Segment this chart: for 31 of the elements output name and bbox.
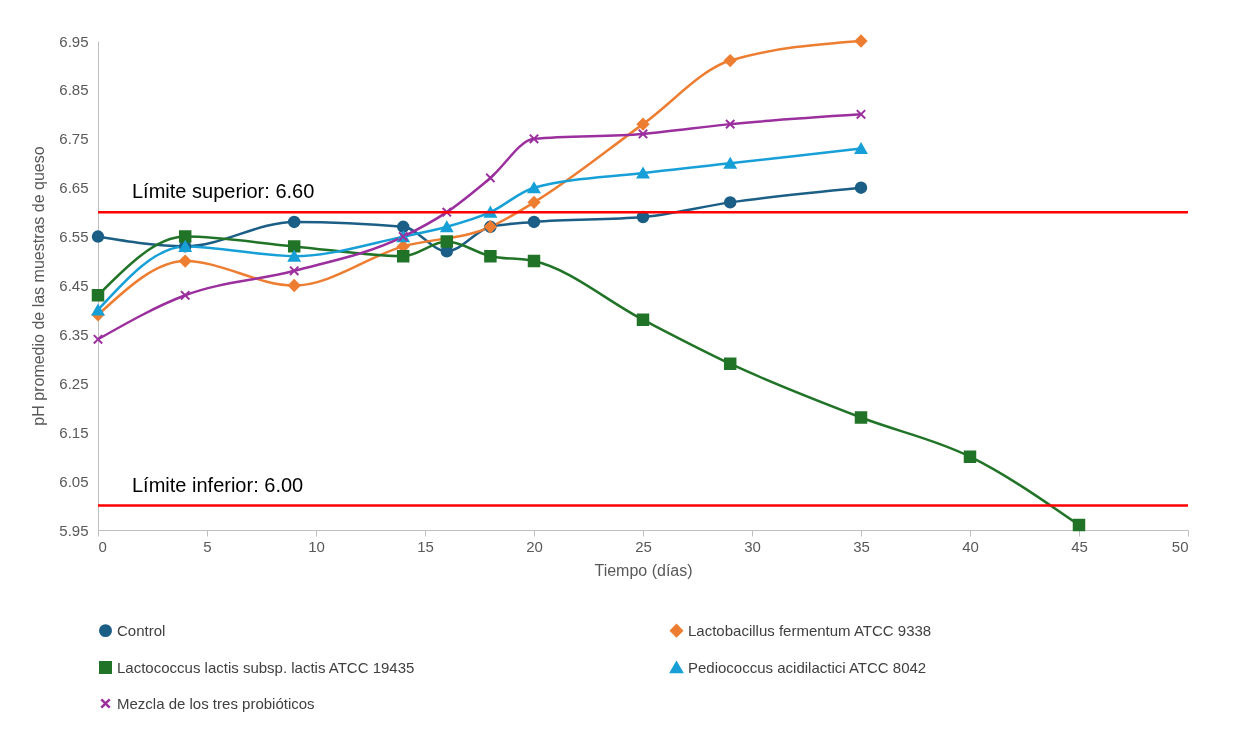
y-tick-label: 6.05 <box>59 472 89 490</box>
y-tick-label: 6.95 <box>59 32 89 50</box>
x-axis-title: Tiempo (días) <box>594 561 693 579</box>
legend-label: Pediococcus acidilactici ATCC 8042 <box>688 658 927 676</box>
x-tick-label: 45 <box>1071 537 1088 555</box>
y-tick-label: 6.25 <box>59 374 89 392</box>
y-tick-label: 6.35 <box>59 325 89 343</box>
x-tick-label: 50 <box>1171 537 1189 555</box>
y-tick-label: 6.85 <box>59 81 89 99</box>
legend-label: Lactococcus lactis subsp. lactis ATCC 19435 <box>117 658 415 676</box>
x-tick-label: 25 <box>635 537 652 555</box>
y-tick-label: 6.55 <box>59 228 89 246</box>
legend-label: Mezcla de los tres probióticos <box>117 694 315 712</box>
legend-label: Lactobacillus fermentum ATCC 9338 <box>688 621 932 639</box>
ref-line-label: Límite superior: 6.60 <box>132 180 315 203</box>
y-tick-label: 6.45 <box>59 277 89 294</box>
y-tick-label: 6.15 <box>59 423 89 441</box>
x-tick-label: 5 <box>203 537 212 555</box>
x-tick-label: 0 <box>98 537 107 555</box>
legend-label: Control <box>117 621 166 639</box>
y-tick-label: 6.65 <box>59 179 89 197</box>
x-tick-label: 40 <box>962 537 979 555</box>
y-axis-title: pH promedio de las muestras de queso <box>30 146 48 426</box>
x-tick-label: 30 <box>744 537 761 555</box>
x-tick-label: 10 <box>308 537 325 555</box>
x-tick-label: 35 <box>853 537 870 555</box>
y-tick-label: 6.75 <box>59 130 89 148</box>
x-tick-label: 15 <box>417 537 434 555</box>
y-tick-label: 5.95 <box>59 521 89 539</box>
ref-line-label: Límite inferior: 6.00 <box>132 473 304 496</box>
x-tick-label: 20 <box>526 537 543 555</box>
